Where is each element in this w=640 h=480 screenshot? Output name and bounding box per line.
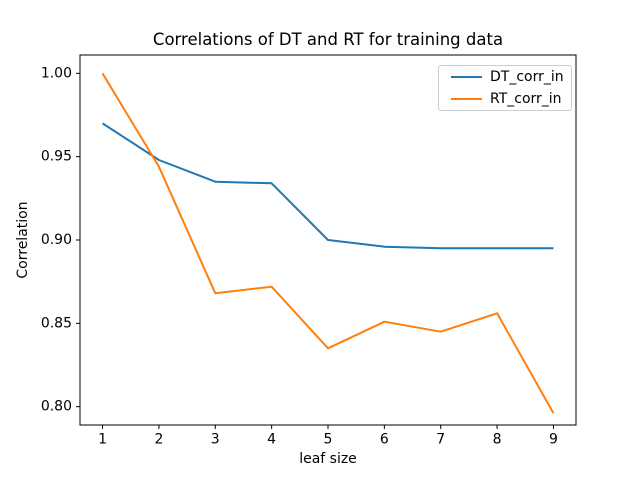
y-tick-label: 0.95 bbox=[41, 149, 72, 165]
series-line-dt-corr-in bbox=[101, 122, 554, 250]
chart-title: Correlations of DT and RT for training d… bbox=[152, 30, 504, 49]
x-tick-label: 5 bbox=[324, 432, 333, 448]
legend-item-dt-corr-in: DT_corr_in bbox=[451, 68, 571, 86]
y-tick-label: 0.90 bbox=[41, 232, 72, 248]
legend-line-sample-dt bbox=[451, 76, 482, 78]
series-line-rt-corr-in bbox=[101, 72, 555, 414]
legend-label-rt: RT_corr_in bbox=[490, 91, 562, 107]
x-tick-label: 1 bbox=[98, 432, 107, 448]
x-tick-label: 8 bbox=[493, 432, 502, 448]
y-tick-label: 0.80 bbox=[41, 399, 72, 415]
legend-label-dt: DT_corr_in bbox=[490, 69, 564, 85]
x-tick-label: 3 bbox=[211, 432, 220, 448]
legend-line-sample-rt bbox=[451, 98, 482, 100]
y-tick-label: 1.00 bbox=[41, 65, 72, 81]
x-tick-label: 6 bbox=[380, 432, 389, 448]
legend-item-rt-corr-in: RT_corr_in bbox=[451, 90, 571, 108]
x-tick-label: 2 bbox=[154, 432, 163, 448]
legend: DT_corr_in RT_corr_in bbox=[438, 65, 572, 111]
x-tick-label: 7 bbox=[436, 432, 445, 448]
x-tick-label: 9 bbox=[549, 432, 558, 448]
x-tick-label: 4 bbox=[267, 432, 276, 448]
x-axis-label: leaf size bbox=[299, 451, 357, 467]
y-tick-label: 0.85 bbox=[41, 315, 72, 331]
